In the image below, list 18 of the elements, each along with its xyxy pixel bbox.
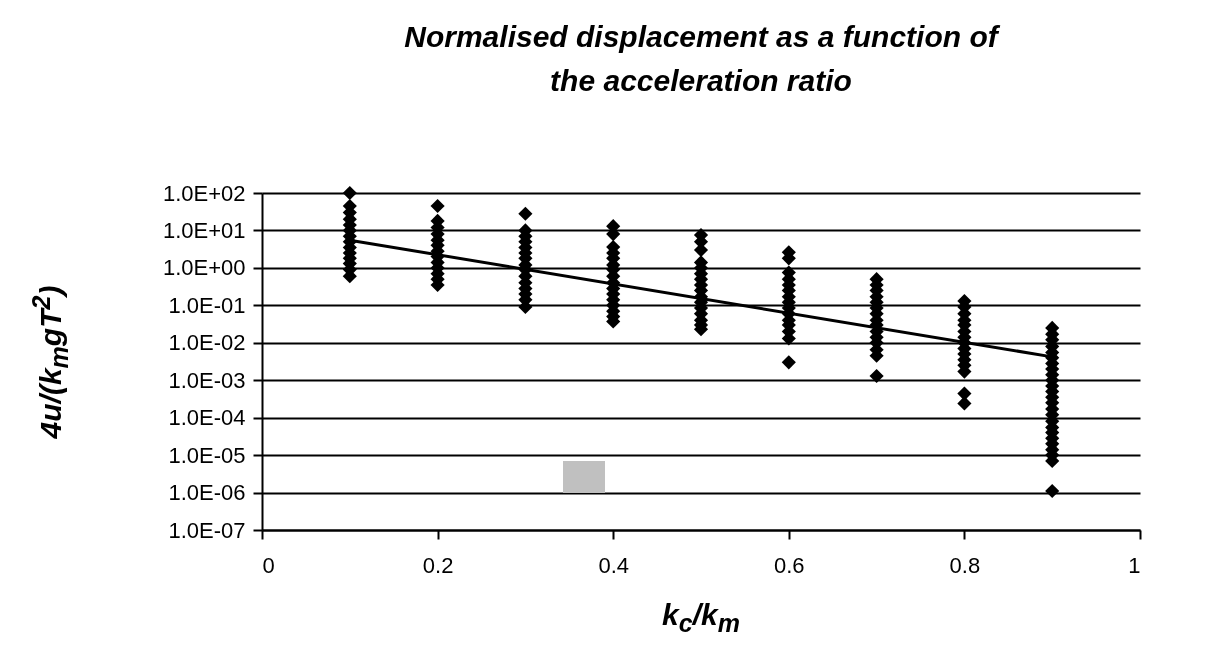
y-tick-label: 1.0E-07 — [168, 517, 246, 543]
y-tick-label: 1.0E-01 — [168, 292, 246, 318]
y-tick-label: 1.0E+00 — [162, 255, 246, 281]
y-tick-label: 1.0E+02 — [162, 180, 246, 206]
chart-title: Normalised displacement as a function of the acceleration ratio — [404, 20, 1001, 97]
x-axis-title: k$_{c}$/k$_{m}$ — [662, 598, 740, 638]
x-tick-label: 0.2 — [422, 552, 454, 578]
y-tick-label: 1.0E-06 — [168, 480, 246, 506]
x-tick-label: 0 — [262, 552, 275, 578]
y-tick-label: 1.0E-03 — [168, 367, 246, 393]
x-tick-label: 1 — [1128, 552, 1141, 578]
y-tick-label: 1.0E-05 — [168, 442, 246, 468]
x-tick-label: 0.8 — [949, 552, 981, 578]
x-tick-label: 0.4 — [598, 552, 629, 578]
y-tick-label: 1.0E+01 — [162, 217, 246, 243]
y-tick-label: 1.0E-02 — [168, 330, 246, 356]
y-tick-label: 1.0E-04 — [168, 405, 246, 431]
x-tick-label: 0.6 — [774, 552, 805, 578]
